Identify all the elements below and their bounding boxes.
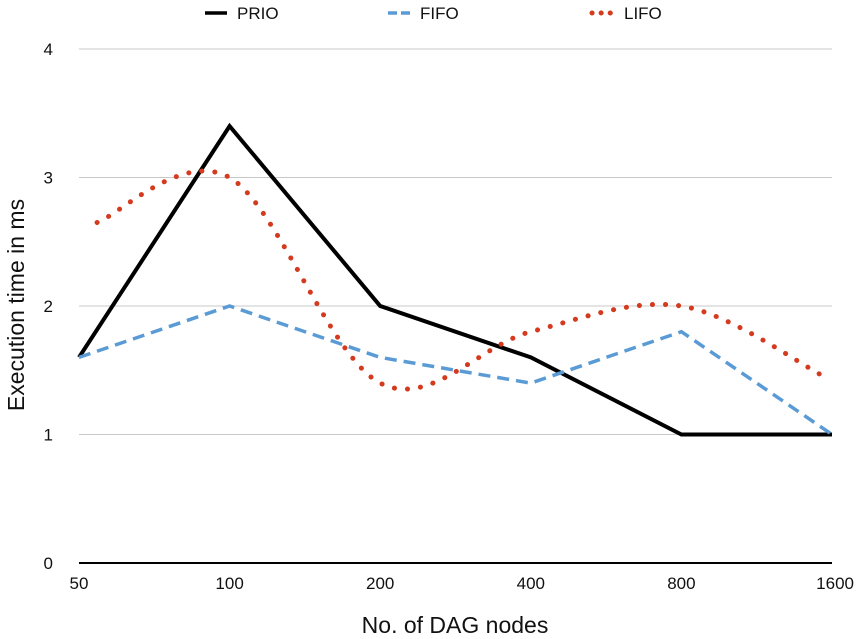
series-lines [77, 122, 833, 437]
grid-lines [79, 48, 832, 564]
y-axis-label: Execution time in ms [3, 199, 29, 411]
y-axis-ticks: 0 1 2 3 4 [44, 40, 53, 573]
x-axis-ticks: 50 100 200 400 800 1600 [70, 574, 854, 593]
y-tick-label: 1 [44, 426, 53, 445]
series-line-lifo [94, 168, 827, 392]
y-tick-label: 3 [44, 169, 53, 188]
x-tick-label: 100 [215, 574, 243, 593]
x-tick-label: 200 [366, 574, 394, 593]
legend: PRIO FIFO LIFO [205, 4, 662, 23]
x-tick-label: 50 [70, 574, 89, 593]
legend-label-lifo: LIFO [624, 4, 662, 23]
legend-label-fifo: FIFO [420, 4, 459, 23]
x-axis-label: No. of DAG nodes [362, 612, 549, 638]
x-tick-label: 400 [517, 574, 545, 593]
x-tick-label: 800 [667, 574, 695, 593]
series-line-prio [77, 122, 832, 437]
y-tick-label: 0 [44, 554, 53, 573]
y-tick-label: 4 [44, 40, 53, 59]
x-tick-label: 1600 [816, 574, 854, 593]
legend-label-prio: PRIO [237, 4, 279, 23]
y-tick-label: 2 [44, 297, 53, 316]
